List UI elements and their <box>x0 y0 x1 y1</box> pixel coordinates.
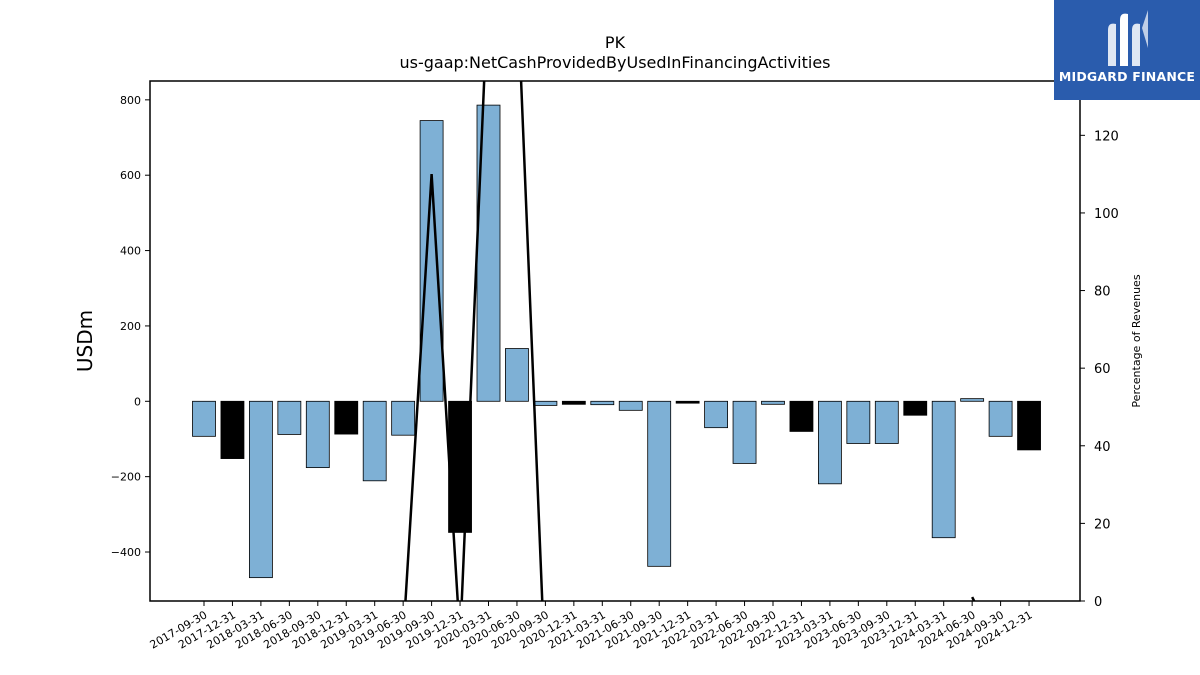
bar-2022-12-31 <box>789 400 814 432</box>
chart-subtitle: us-gaap:NetCashProvidedByUsedInFinancing… <box>399 53 830 72</box>
bar-2022-03-31 <box>704 400 728 429</box>
bar-2017-09-30 <box>192 400 216 437</box>
bar-2023-12-31 <box>903 400 928 416</box>
bar-2019-03-31 <box>362 400 387 482</box>
y2-tick-label: 40 <box>1094 440 1111 455</box>
bar-2024-12-31 <box>1017 400 1041 451</box>
y-tick-label: 600 <box>120 169 141 182</box>
logo-mark-icon <box>1108 10 1148 67</box>
y-axis-label: USDm <box>73 310 97 372</box>
y2-tick-label: 60 <box>1094 362 1111 377</box>
bar-2021-06-30 <box>618 400 643 411</box>
bar-2020-12-31 <box>561 400 586 405</box>
bar-2021-12-31 <box>675 400 700 404</box>
bar-2021-09-30 <box>647 400 672 567</box>
bar-2019-06-30 <box>391 400 416 436</box>
y-tick-label: −400 <box>111 546 141 559</box>
y2-axis-label: Percentage of Revenues <box>1130 274 1143 407</box>
logo-text: MIDGARD FINANCE <box>1058 69 1196 84</box>
y2-tick-label: 20 <box>1094 517 1111 532</box>
y-tick-label: 0 <box>134 395 141 408</box>
bar-2020-06-30 <box>505 348 529 402</box>
line-series-segment-0 <box>404 81 544 601</box>
y-tick-label: −200 <box>111 471 141 484</box>
midgard-finance-logo: MIDGARD FINANCE <box>1054 0 1200 100</box>
bar-2017-12-31 <box>220 400 245 459</box>
bar-2018-12-31 <box>334 400 359 435</box>
bar-2018-03-31 <box>248 400 273 579</box>
y2-tick-label: 100 <box>1094 207 1119 222</box>
x-axis: 2017-09-302017-12-312018-03-312018-06-30… <box>148 601 1035 652</box>
y2-tick-label: 0 <box>1094 595 1102 610</box>
bar-2023-06-30 <box>846 400 871 444</box>
bars-layer <box>192 104 1041 579</box>
bar-2018-09-30 <box>305 400 330 469</box>
bar-2023-09-30 <box>874 400 899 444</box>
y2-tick-label: 80 <box>1094 285 1111 300</box>
y-tick-label: 800 <box>120 94 141 107</box>
bar-2022-06-30 <box>732 400 757 464</box>
bar-2024-06-30 <box>960 398 985 402</box>
bar-2018-06-30 <box>277 400 302 435</box>
bar-2021-03-31 <box>590 400 615 406</box>
bar-2024-03-31 <box>931 400 956 539</box>
bar-2022-09-30 <box>761 400 785 405</box>
bar-2020-09-30 <box>533 400 558 406</box>
y2-tick-label: 120 <box>1094 129 1119 144</box>
y-tick-label: 400 <box>120 245 141 258</box>
y2-axis: 0 20 40 60 80 100 120 <box>1080 129 1119 610</box>
bar-2019-09-30 <box>419 120 444 402</box>
bar-2023-03-31 <box>818 400 842 485</box>
chart-title: PK <box>605 33 626 52</box>
y-tick-label: 200 <box>120 320 141 333</box>
plot-frame <box>149 80 1081 602</box>
y-axis: −400 −200 0 200 400 600 800 <box>111 94 150 559</box>
bar-2024-09-30 <box>988 400 1013 437</box>
